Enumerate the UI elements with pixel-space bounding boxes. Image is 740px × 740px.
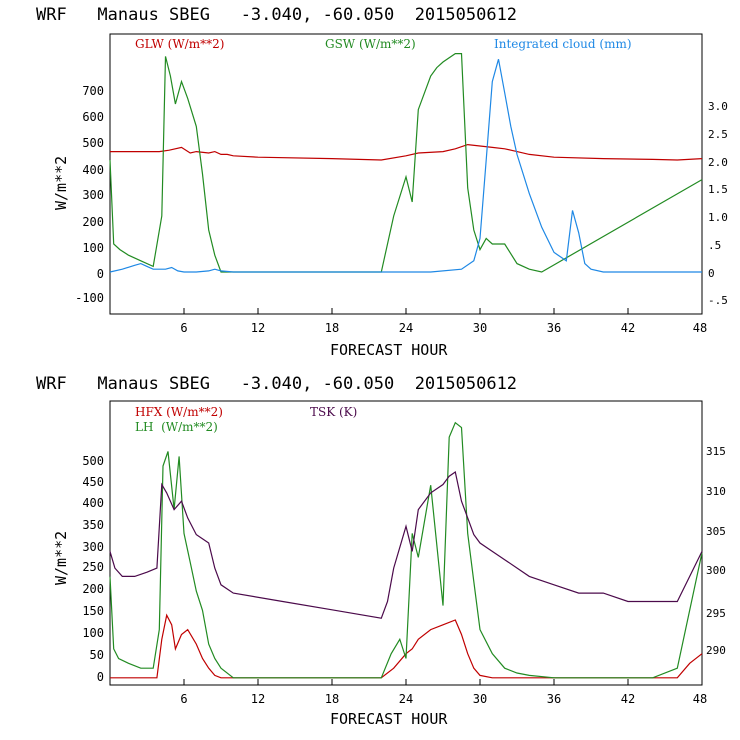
top-y-axis-label: W/m**2: [52, 156, 70, 210]
top-y-tick-500: 500: [82, 136, 104, 150]
top-y2-ticks: -.5 0 .5 1.0 1.5 2.0 2.5 3.0: [708, 100, 728, 307]
bottom-x-tick-12: 12: [251, 692, 265, 706]
top-y2-tick-30: 3.0: [708, 100, 728, 113]
bottom-x-ticks: 6 12 18 24 30 36 42 48: [180, 692, 707, 706]
bottom-y-tick-500: 500: [82, 454, 104, 468]
bottom-y2-tick-315: 315: [706, 445, 726, 458]
bottom-x-tick-36: 36: [547, 692, 561, 706]
top-series-line-1: [109, 53, 703, 273]
bottom-y-tick-0: 0: [97, 670, 104, 684]
bottom-legend-hfx: HFX (W/m**2): [135, 405, 223, 419]
bottom-y-tick-50: 50: [90, 648, 104, 662]
bottom-x-tick-18: 18: [325, 692, 339, 706]
top-y2-tick-25: 2.5: [708, 128, 728, 141]
top-x-tick-48: 48: [693, 321, 707, 335]
top-x-tick-12: 12: [251, 321, 265, 335]
bottom-tick-marks: [109, 679, 703, 685]
top-y2-tick-0: 0: [708, 267, 715, 280]
bottom-plot-frame: [109, 400, 703, 686]
bottom-y2-ticks: 290 295 300 305 310 315: [706, 445, 726, 657]
top-tick-marks: [109, 308, 703, 314]
bottom-y-tick-100: 100: [82, 626, 104, 640]
bottom-series-line-0: [110, 613, 703, 679]
bottom-chart-title: WRF Manaus SBEG -3.040, -60.050 20150506…: [36, 374, 517, 394]
top-y-tick-700: 700: [82, 84, 104, 98]
bottom-legend-lh: LH (W/m**2): [135, 420, 218, 434]
top-y2-tick-15: 1.5: [708, 183, 728, 196]
top-legend-gsw: GSW (W/m**2): [325, 37, 416, 51]
bottom-y2-tick-290: 290: [706, 644, 726, 657]
top-x-tick-36: 36: [547, 321, 561, 335]
bottom-y2-tick-295: 295: [706, 607, 726, 620]
top-x-ticks: 6 12 18 24 30 36 42 48: [180, 321, 707, 335]
bottom-y-tick-300: 300: [82, 540, 104, 554]
top-legend-glw: GLW (W/m**2): [135, 37, 224, 51]
top-y-tick-0: 0: [97, 267, 104, 281]
bottom-x-tick-24: 24: [399, 692, 413, 706]
top-y-ticks: -100 0 100 200 300 400 500 600 700: [75, 84, 104, 305]
bottom-y-tick-350: 350: [82, 518, 104, 532]
bottom-x-tick-48: 48: [693, 692, 707, 706]
top-x-tick-18: 18: [325, 321, 339, 335]
top-y2-tick-10: 1.0: [708, 211, 728, 224]
bottom-y-tick-450: 450: [82, 475, 104, 489]
top-series-group: [109, 53, 703, 273]
bottom-x-tick-6: 6: [180, 692, 187, 706]
top-x-tick-6: 6: [180, 321, 187, 335]
top-y-tick-600: 600: [82, 110, 104, 124]
bottom-y2-tick-305: 305: [706, 525, 726, 538]
bottom-y-tick-200: 200: [82, 582, 104, 596]
top-y-tick-100: 100: [82, 241, 104, 255]
bottom-series-line-1: [109, 421, 703, 679]
top-y2-tick-20: 2.0: [708, 156, 728, 169]
bottom-series-line-2: [109, 470, 703, 619]
bottom-y-tick-150: 150: [82, 604, 104, 618]
bottom-x-tick-30: 30: [473, 692, 487, 706]
bottom-x-axis-label: FORECAST HOUR: [330, 710, 448, 728]
top-x-tick-24: 24: [399, 321, 413, 335]
bottom-y-axis-label: W/m**2: [52, 531, 70, 585]
top-y-tick-200: 200: [82, 215, 104, 229]
bottom-x-tick-42: 42: [621, 692, 635, 706]
bottom-y2-tick-300: 300: [706, 564, 726, 577]
top-chart-title: WRF Manaus SBEG -3.040, -60.050 20150506…: [36, 5, 517, 25]
bottom-y-tick-400: 400: [82, 496, 104, 510]
bottom-y2-tick-310: 310: [706, 485, 726, 498]
top-x-tick-30: 30: [473, 321, 487, 335]
top-y2-tick-05: .5: [708, 239, 721, 252]
top-series-line-2: [109, 59, 702, 273]
bottom-y-tick-250: 250: [82, 560, 104, 574]
top-series-line-0: [110, 143, 703, 161]
top-y2-tick-m05: -.5: [708, 294, 728, 307]
top-y-tick-m100: -100: [75, 291, 104, 305]
top-legend-cloud: Integrated cloud (mm): [494, 37, 632, 51]
top-y-tick-300: 300: [82, 188, 104, 202]
top-y-tick-400: 400: [82, 163, 104, 177]
bottom-legend-tsk: TSK (K): [310, 405, 357, 419]
bottom-panel: WRF Manaus SBEG -3.040, -60.050 20150506…: [36, 374, 726, 728]
top-panel: WRF Manaus SBEG -3.040, -60.050 20150506…: [36, 5, 728, 359]
bottom-series-group: [109, 421, 703, 679]
top-x-axis-label: FORECAST HOUR: [330, 341, 448, 359]
top-x-tick-42: 42: [621, 321, 635, 335]
bottom-y-ticks: 0 50 100 150 200 250 300 350 400 450 500: [82, 454, 104, 684]
